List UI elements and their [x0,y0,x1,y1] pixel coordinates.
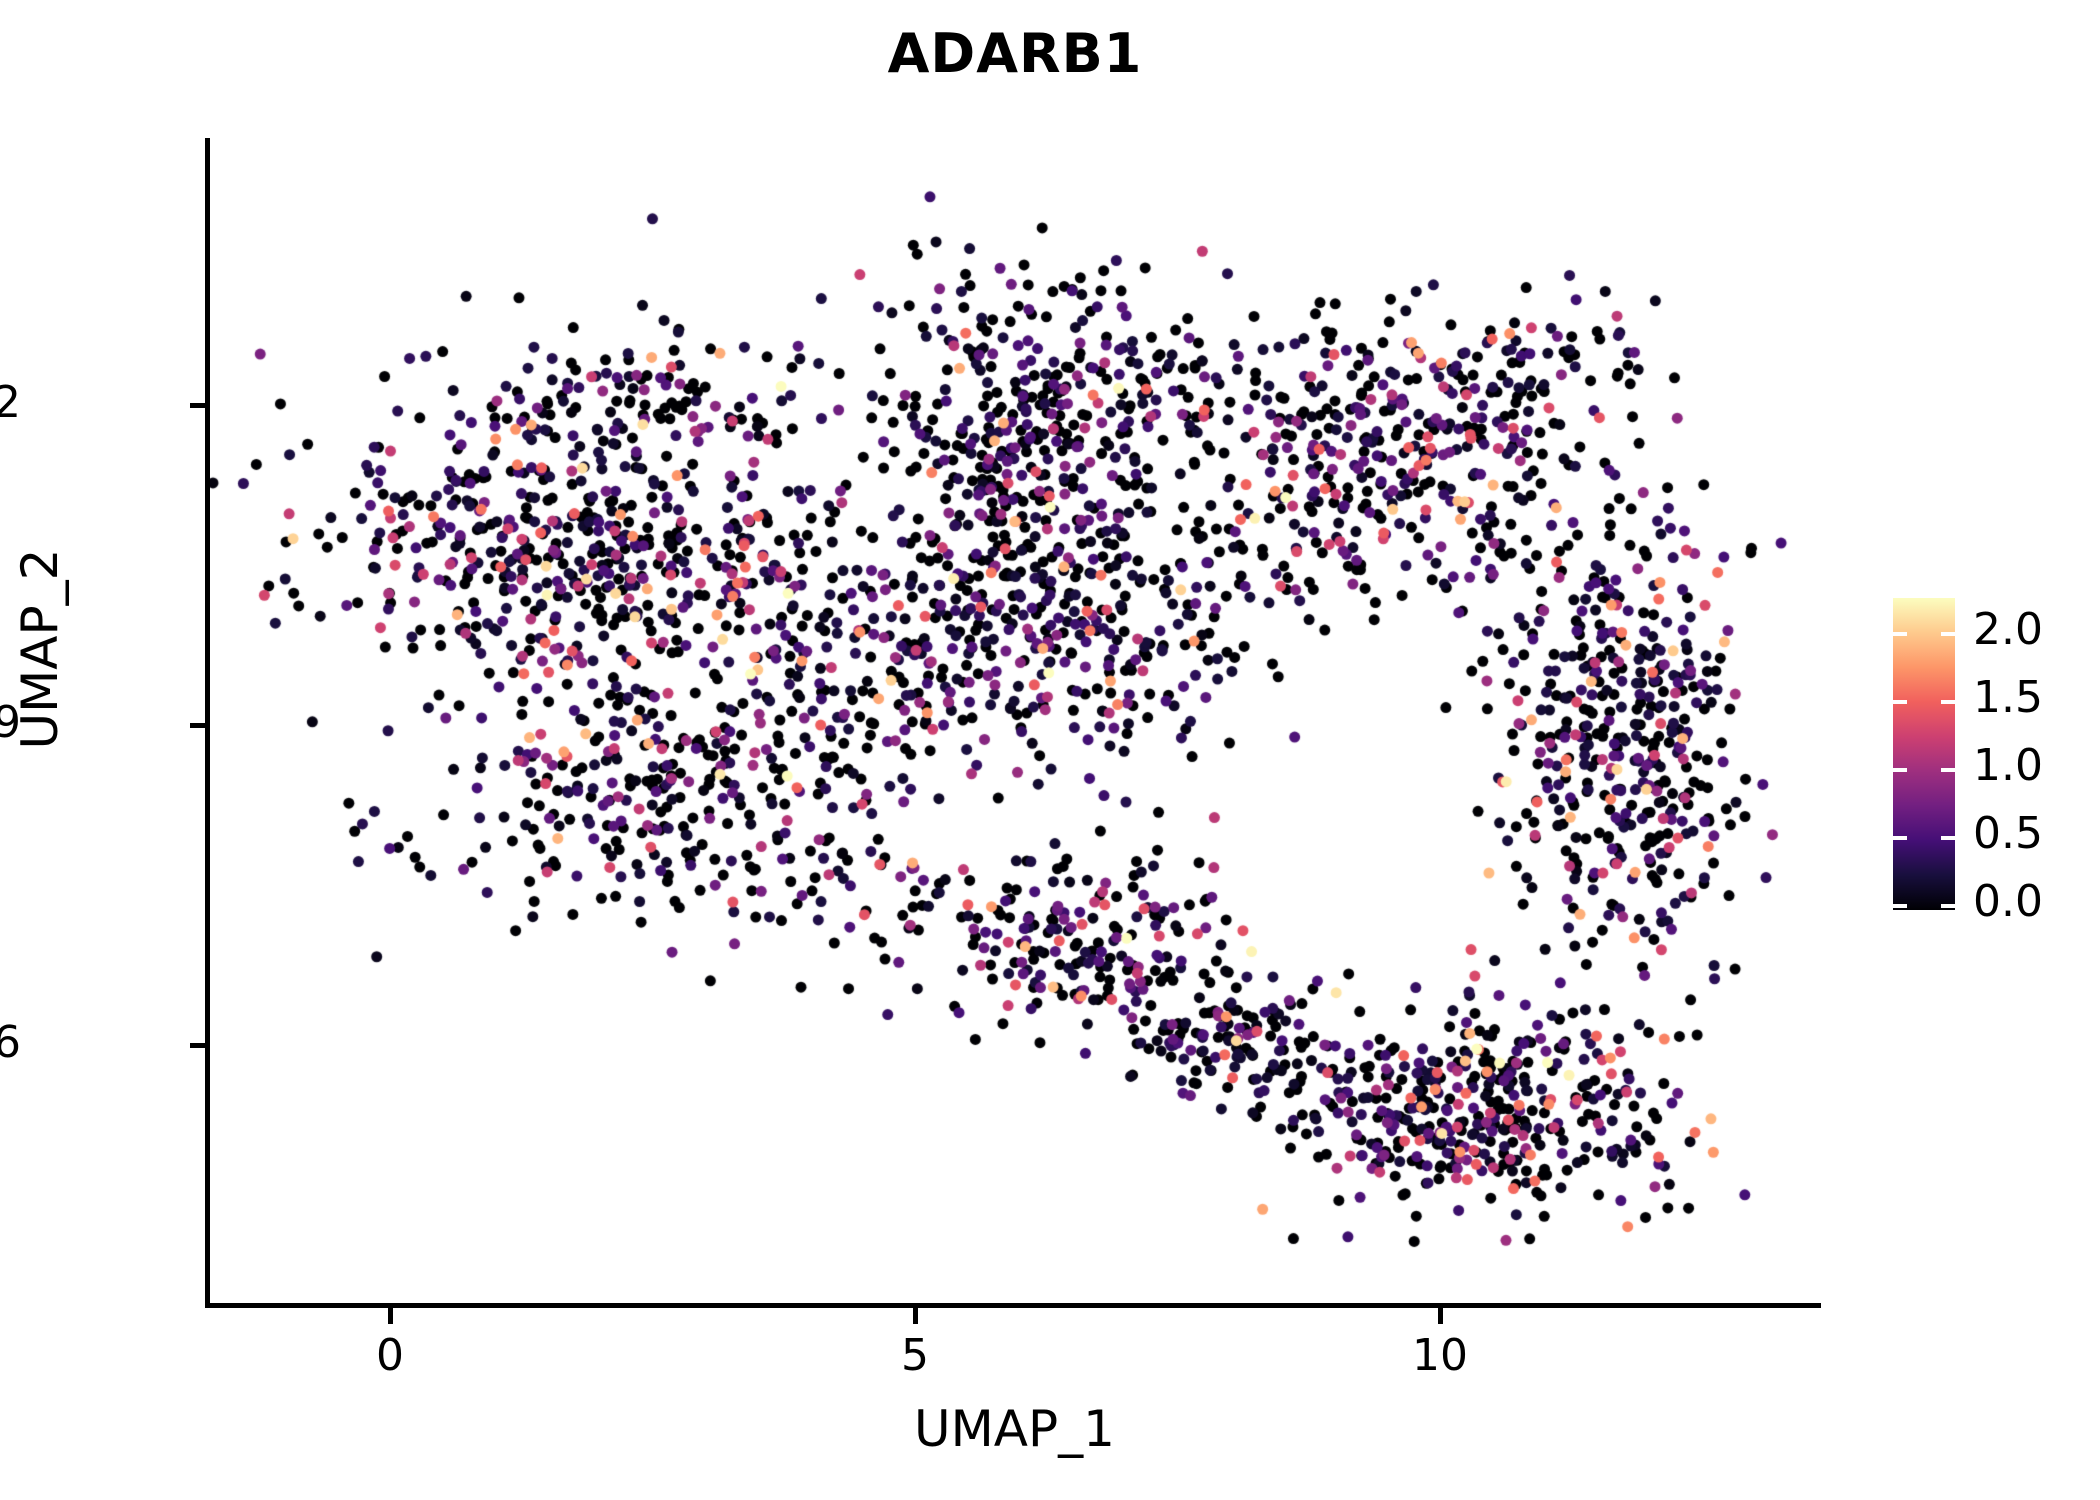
colorbar-tick-0.5-l [1893,836,1907,840]
colorbar[interactable]: 2.0 1.5 1.0 0.5 0.0 [1893,598,2093,927]
colorbar-label-0.5: 0.5 [1973,808,2043,859]
colorbar-tick-0.5-r [1941,836,1955,840]
colorbar-gradient [1893,598,1955,910]
x-tick-mark-10 [1438,1308,1443,1324]
scatter-points-canvas [209,138,1820,1305]
y-tick-mark-12 [190,403,206,408]
colorbar-label-1.0: 1.0 [1973,740,2043,791]
colorbar-tick-1.5-r [1941,700,1955,704]
colorbar-tick-2.0-l [1893,632,1907,636]
page-title: ADARB1 [887,22,1143,85]
y-tick-mark-9 [190,723,206,728]
x-tick-mark-5 [913,1308,918,1324]
colorbar-tick-0.0-r [1941,904,1955,908]
x-axis-label: UMAP_1 [914,1400,1115,1458]
colorbar-tick-1.5-l [1893,700,1907,704]
y-tick-label-12: 12 [0,377,21,428]
y-tick-label-6: 6 [0,1017,21,1068]
y-tick-label-9: 9 [0,697,21,748]
x-tick-mark-0 [388,1308,393,1324]
x-tick-label-0: 0 [376,1330,404,1381]
x-tick-label-5: 5 [901,1330,929,1381]
colorbar-tick-1.0-l [1893,768,1907,772]
y-tick-mark-6 [190,1043,206,1048]
y-axis-spine [205,138,210,1308]
colorbar-label-0.0: 0.0 [1973,876,2043,927]
colorbar-label-2.0: 2.0 [1973,604,2043,655]
colorbar-tick-0.0-l [1893,904,1907,908]
scatter-plot-area[interactable] [209,138,1820,1305]
y-axis-label: UMAP_2 [11,548,69,750]
colorbar-tick-1.0-r [1941,768,1955,772]
x-tick-label-10: 10 [1412,1330,1468,1381]
x-axis-spine [205,1303,1821,1308]
colorbar-label-1.5: 1.5 [1973,672,2043,723]
colorbar-tick-2.0-r [1941,632,1955,636]
